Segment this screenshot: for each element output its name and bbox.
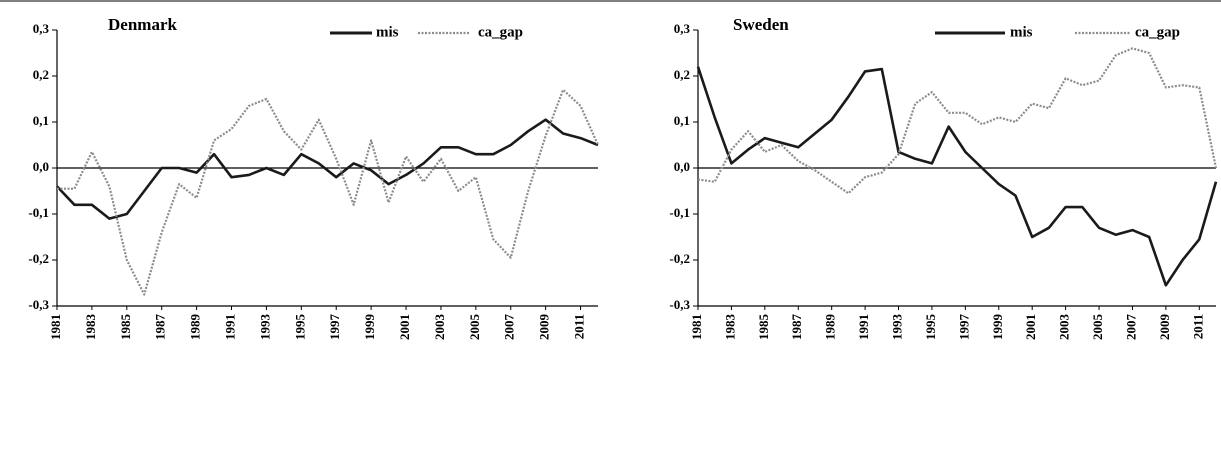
y-tick-label: 0,1 [33,113,49,128]
x-tick-label: 1985 [118,314,133,341]
y-tick-label: -0,3 [669,297,690,312]
y-tick-label: -0,1 [669,205,690,220]
x-tick-label: 1991 [856,314,871,340]
legend-label: mis [1010,24,1033,40]
chart-panel: 0,3 0,2 0,1 0,0 -0,1 -0,2 -0,3 1981 1983 1985 1987… [669,15,1218,341]
y-tick-label: 0,2 [674,67,690,82]
y-tick-label: -0,1 [28,205,49,220]
y-tick-label: 0,0 [33,159,49,174]
y-tick-label: -0,2 [28,251,49,266]
x-tick-label: 1999 [990,314,1005,341]
series-line [57,88,600,296]
series-line [696,66,1218,287]
x-tick-label: 1999 [362,314,377,341]
x-tick-label: 2009 [537,314,552,341]
x-tick-label: 2005 [1090,314,1105,341]
x-tick-label: 1991 [223,314,238,340]
x-tick-label: 1989 [188,314,203,341]
x-tick-label: 2005 [467,314,482,341]
series-line [697,47,1218,195]
x-tick-label: 1995 [292,314,307,341]
x-tick-label: 1983 [722,314,737,341]
x-tick-label: 1987 [153,314,168,341]
x-tick-label: 2011 [572,314,587,339]
legend-label: ca_gap [1135,24,1180,40]
y-tick-label: 0,1 [674,113,690,128]
chart-title: Denmark [108,15,177,34]
x-tick-label: 2007 [1123,314,1138,341]
x-tick-label: 1993 [890,314,905,341]
chart-panel: 0,3 0,2 0,1 0,0 -0,1 -0,2 -0,3 1981 1983 1985 1987… [28,15,600,341]
y-tick-label: -0,3 [28,297,49,312]
x-tick-label: 1981 [689,314,704,340]
x-tick-label: 1995 [923,314,938,341]
x-tick-label: 2007 [502,314,517,341]
x-tick-label: 1989 [823,314,838,341]
x-tick-label: 1993 [257,314,272,341]
y-tick-label: -0,2 [669,251,690,266]
y-tick-label: 0,2 [33,67,49,82]
legend-label: mis [376,24,399,40]
x-tick-label: 2009 [1157,314,1172,341]
x-tick-label: 1985 [756,314,771,341]
x-tick-label: 1997 [327,314,342,341]
x-tick-label: 2001 [1023,314,1038,340]
x-tick-label: 1981 [48,314,63,340]
y-tick-label: 0,3 [33,21,50,36]
x-tick-label: 2001 [397,314,412,340]
x-tick-label: 1987 [789,314,804,341]
x-tick-label: 2003 [1057,314,1072,341]
chart-title: Sweden [733,15,789,34]
x-tick-label: 2011 [1190,314,1205,339]
y-tick-label: 0,3 [674,21,691,36]
y-tick-label: 0,0 [674,159,690,174]
x-tick-label: 1983 [83,314,98,341]
x-tick-label: 1997 [956,314,971,341]
series-line [56,118,599,220]
x-tick-label: 2003 [432,314,447,341]
legend-label: ca_gap [478,24,523,40]
